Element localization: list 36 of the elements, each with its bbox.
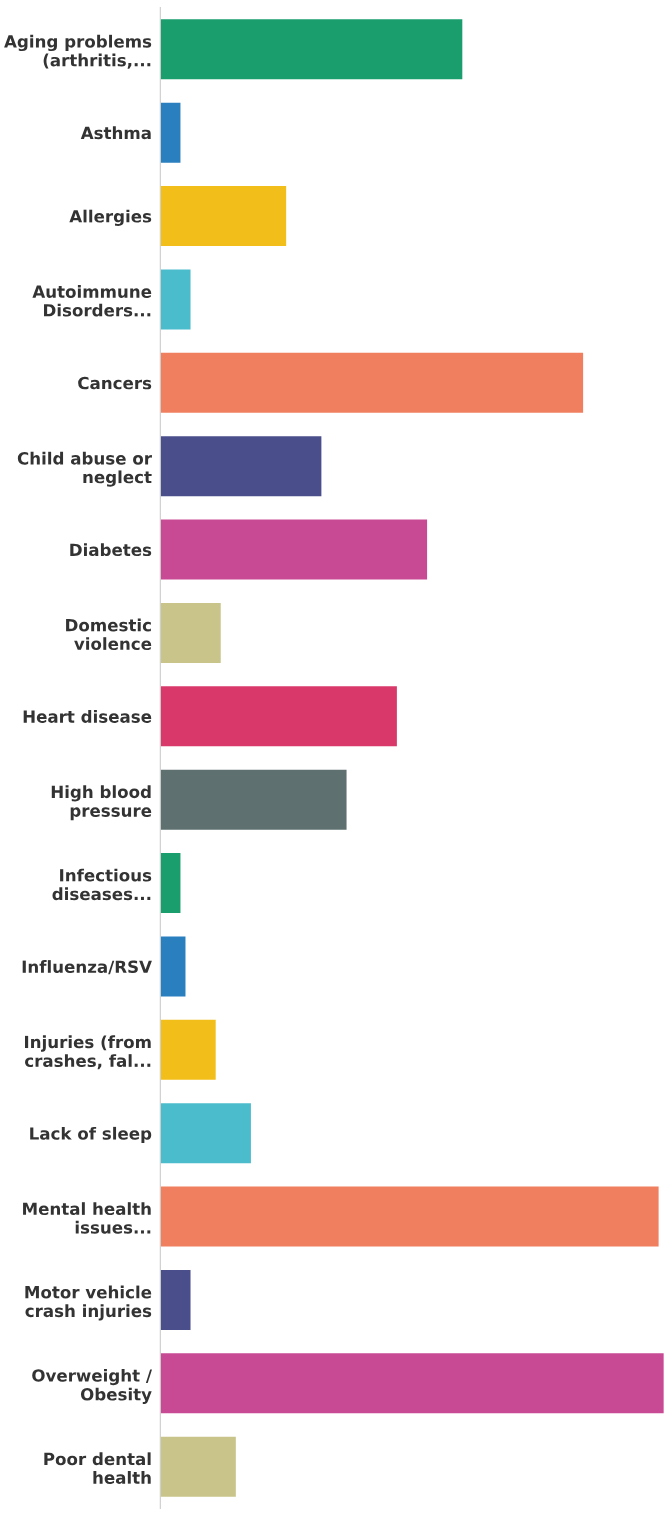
y-tick-label: Heart disease (23, 709, 152, 723)
bar (160, 1103, 251, 1164)
bar (160, 1186, 659, 1247)
y-tick-label: High blood pressure (51, 785, 152, 821)
y-tick-label: Mental health issues... (23, 1202, 151, 1234)
y-tick-label: Cancers (78, 376, 152, 390)
bar (160, 519, 428, 580)
y-tick-label: Lack of sleep (30, 1126, 152, 1144)
y-tick-label: Infectious diseases... (52, 868, 152, 901)
bar (160, 1353, 664, 1414)
bar (160, 436, 322, 497)
bar (160, 853, 181, 914)
y-tick-label: Child abuse or neglect (17, 451, 152, 487)
bar (160, 686, 397, 747)
bar (160, 602, 221, 663)
bar (160, 19, 463, 80)
y-tick-label: Diabetes (70, 543, 152, 557)
y-tick-label: Autoimmune Disorders... (32, 285, 152, 317)
bar (160, 769, 347, 830)
y-tick-label: Influenza/RSV (22, 960, 152, 975)
y-tick-label: Motor vehicle crash injuries (25, 1285, 152, 1321)
bar (160, 269, 191, 330)
y-tick-label: Allergies (69, 209, 152, 226)
y-tick-label: Asthma (80, 126, 151, 140)
bar (160, 1269, 191, 1330)
y-tick-label: Poor dental health (44, 1452, 151, 1484)
y-tick-label: Domestic violence (66, 618, 152, 651)
y-tick-label: Overweight / Obesity (32, 1368, 152, 1404)
bar (160, 1019, 216, 1080)
bar (160, 352, 584, 413)
y-tick-label: Aging problems (arthritis,... (4, 34, 152, 69)
bar (160, 102, 181, 163)
y-tick-label: Injuries (from crashes, fal... (25, 1035, 151, 1070)
bar (160, 1436, 236, 1497)
bar (160, 936, 186, 997)
bar (160, 186, 287, 247)
